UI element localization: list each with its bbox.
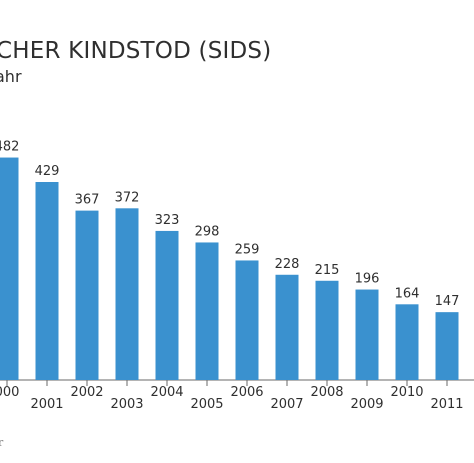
value-label-2001: 429 xyxy=(35,164,60,179)
value-label-2004: 323 xyxy=(155,213,180,228)
x-tick-label-2006: 2006 xyxy=(230,385,263,400)
source-mark: r xyxy=(0,436,4,449)
value-label-2002: 367 xyxy=(75,193,100,208)
x-tick-label-2001: 2001 xyxy=(30,397,63,412)
bar-2007 xyxy=(275,274,299,380)
bar-2008 xyxy=(315,280,339,380)
x-tick-label-2004: 2004 xyxy=(150,385,183,400)
chart-title: CHER KINDSTOD (SIDS) xyxy=(0,38,272,64)
x-tick-label-2009: 2009 xyxy=(350,397,383,412)
value-label-2003: 372 xyxy=(115,190,140,205)
x-tick-label-2002: 2002 xyxy=(70,385,103,400)
bar-2000 xyxy=(0,157,19,380)
bar-2004 xyxy=(155,230,179,380)
bar-2003 xyxy=(115,208,139,380)
x-tick-label-2010: 2010 xyxy=(390,385,423,400)
value-label-2010: 164 xyxy=(395,286,420,301)
x-tick-label-2008: 2008 xyxy=(310,385,343,400)
bar-2011 xyxy=(435,312,459,380)
bar-2010 xyxy=(395,304,419,380)
x-tick-label-2000: 000 xyxy=(0,385,19,400)
value-label-2005: 298 xyxy=(195,224,220,239)
value-label-2008: 215 xyxy=(315,263,340,278)
value-label-2000: 482 xyxy=(0,140,19,155)
value-label-2006: 259 xyxy=(235,242,260,257)
chart-subtitle: ahr xyxy=(0,67,22,86)
x-tick-label-2003: 2003 xyxy=(110,397,143,412)
bar-2001 xyxy=(35,182,59,380)
x-tick-label-2005: 2005 xyxy=(190,397,223,412)
value-label-2011: 147 xyxy=(435,294,460,309)
bar-2002 xyxy=(75,210,99,380)
bar-2006 xyxy=(235,260,259,380)
value-label-2007: 228 xyxy=(275,257,300,272)
x-tick-label-2007: 2007 xyxy=(270,397,303,412)
value-label-2009: 196 xyxy=(355,272,380,287)
bar-2009 xyxy=(355,289,379,380)
bar-2005 xyxy=(195,242,219,380)
x-tick-label-2011: 2011 xyxy=(430,397,463,412)
